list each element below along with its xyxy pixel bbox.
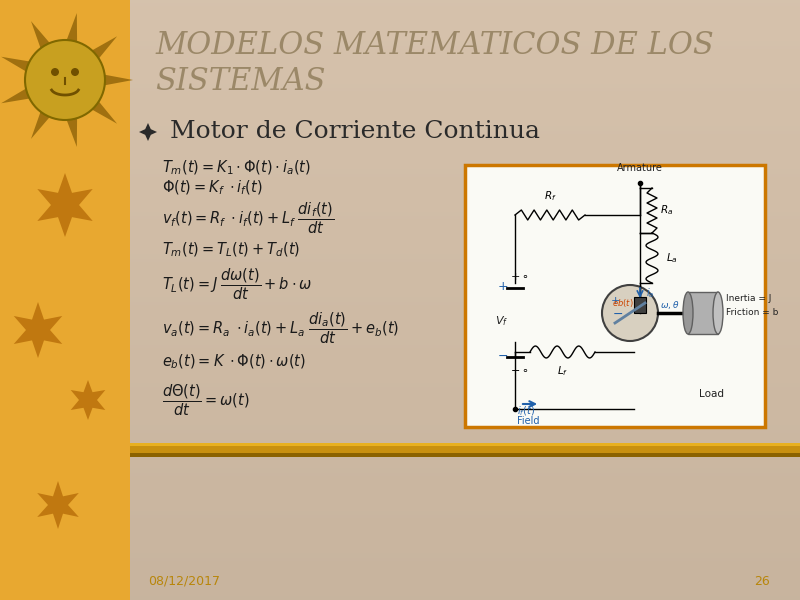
Bar [130, 453, 800, 457]
Polygon shape [0, 0, 130, 600]
Polygon shape [66, 116, 77, 147]
Bar [688, 292, 718, 334]
Circle shape [51, 68, 59, 76]
Text: $T_m(t) = K_1 \cdot \Phi(t) \cdot i_a(t)$: $T_m(t) = K_1 \cdot \Phi(t) \cdot i_a(t)… [162, 159, 311, 177]
Polygon shape [1, 57, 32, 73]
Bar [130, 443, 800, 454]
Circle shape [71, 68, 79, 76]
Text: $L_f$: $L_f$ [557, 364, 568, 378]
Text: $eb(t)$: $eb(t)$ [612, 297, 634, 309]
Bar [634, 297, 646, 313]
Ellipse shape [683, 292, 693, 334]
Text: $e_b(t) = K \; \cdot \Phi(t) \cdot \omega(t)$: $e_b(t) = K \; \cdot \Phi(t) \cdot \omeg… [162, 353, 306, 371]
Bar [130, 443, 800, 446]
Text: Field: Field [517, 416, 539, 426]
Text: 08/12/2017: 08/12/2017 [148, 575, 220, 588]
Text: $-$: $-$ [612, 307, 623, 319]
Text: $\Phi(t) = K_f \; \cdot i_f(t)$: $\Phi(t) = K_f \; \cdot i_f(t)$ [162, 179, 262, 197]
Circle shape [25, 40, 105, 120]
Polygon shape [102, 74, 133, 86]
Text: MODELOS MATEMATICOS DE LOS: MODELOS MATEMATICOS DE LOS [155, 29, 714, 61]
Polygon shape [90, 100, 117, 124]
Polygon shape [90, 36, 117, 60]
Text: $-\circ$: $-\circ$ [510, 364, 529, 374]
Text: $v_a(t) = R_a \; \cdot i_a(t) + L_a \; \dfrac{di_a(t)}{dt} + e_b(t)$: $v_a(t) = R_a \; \cdot i_a(t) + L_a \; \… [162, 310, 399, 346]
Polygon shape [31, 21, 51, 50]
Polygon shape [1, 88, 32, 103]
Text: $\dfrac{d\Theta(t)}{dt} = \omega(t)$: $\dfrac{d\Theta(t)}{dt} = \omega(t)$ [162, 382, 250, 418]
Text: 26: 26 [754, 575, 770, 588]
Text: $\omega, \theta$: $\omega, \theta$ [660, 299, 679, 311]
Text: $+$: $+$ [610, 295, 620, 305]
Text: Inertia = J: Inertia = J [726, 294, 771, 303]
Text: $v_f(t) = R_f \; \cdot i_f(t) + L_f \; \dfrac{di_f(t)}{dt}$: $v_f(t) = R_f \; \cdot i_f(t) + L_f \; \… [162, 200, 334, 236]
Text: $-$: $-$ [497, 349, 508, 361]
Polygon shape [38, 173, 93, 237]
Text: $T_m(t) = T_L(t) + T_d(t)$: $T_m(t) = T_L(t) + T_d(t)$ [162, 241, 300, 259]
Text: $R_a$: $R_a$ [660, 203, 673, 217]
Polygon shape [70, 380, 106, 420]
Text: SISTEMAS: SISTEMAS [155, 67, 326, 97]
Text: Load: Load [698, 389, 723, 399]
Text: $R_f$: $R_f$ [544, 189, 556, 203]
Ellipse shape [713, 292, 723, 334]
Polygon shape [14, 302, 62, 358]
Polygon shape [31, 110, 51, 139]
Text: $i_a$: $i_a$ [646, 286, 654, 300]
Polygon shape [139, 123, 157, 141]
Text: $+\circ$: $+\circ$ [510, 271, 529, 281]
Bar [465, 165, 765, 427]
Polygon shape [38, 481, 78, 529]
Text: Friction = b: Friction = b [726, 308, 778, 317]
Text: $T_L(t) = J \; \dfrac{d\omega(t)}{dt} + b \cdot \omega$: $T_L(t) = J \; \dfrac{d\omega(t)}{dt} + … [162, 266, 312, 302]
Text: $V_f$: $V_f$ [495, 314, 508, 328]
Polygon shape [66, 13, 77, 44]
Circle shape [602, 285, 658, 341]
Text: Armature: Armature [617, 163, 663, 173]
Text: Motor de Corriente Continua: Motor de Corriente Continua [170, 121, 540, 143]
Text: $i_f(t)$: $i_f(t)$ [517, 404, 535, 418]
Text: $+$: $+$ [497, 280, 508, 292]
Text: $L_a$: $L_a$ [666, 251, 678, 265]
